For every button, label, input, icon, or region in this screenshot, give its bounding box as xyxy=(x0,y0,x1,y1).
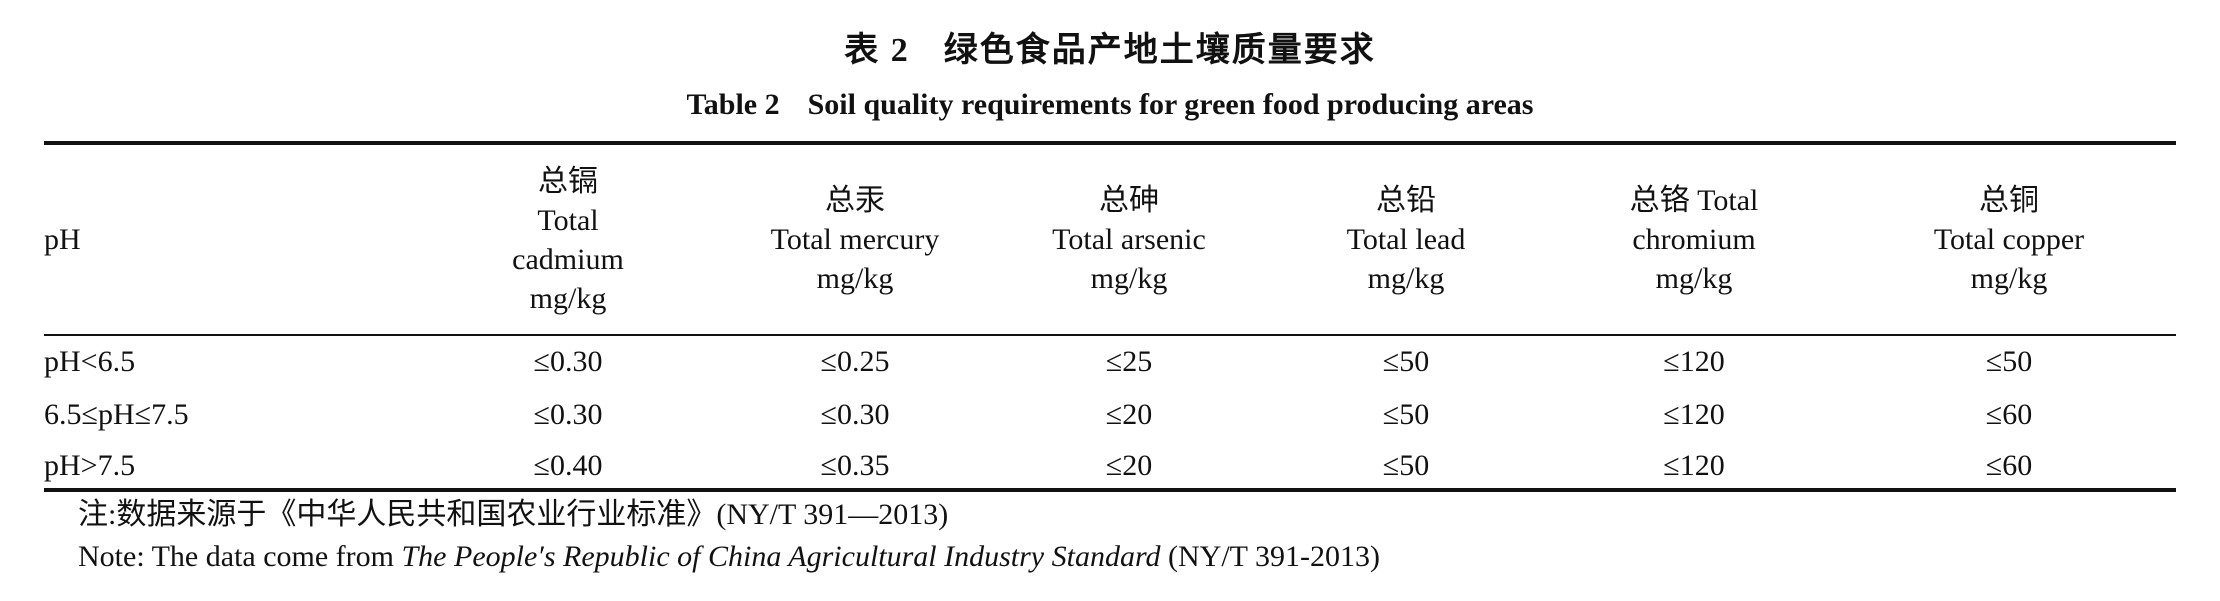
header-ph: pH xyxy=(44,222,81,256)
lead-cell: ≤50 xyxy=(1382,397,1430,431)
header-total-cadmium: 总镉 Total cadmium mg/kg xyxy=(418,145,718,334)
note-chinese: 注:数据来源于《中华人民共和国农业行业标准》(NY/T 391—2013) xyxy=(78,498,949,531)
note-english-prefix: Note: The data come from xyxy=(78,540,402,573)
arsenic-cell: ≤25 xyxy=(1105,344,1153,378)
ph-range-cell: 6.5≤pH≤7.5 xyxy=(44,397,189,431)
table-number-chinese: 表 2 xyxy=(844,32,910,69)
header-label-line: 总汞 xyxy=(825,184,885,217)
header-label-line: 总铅 xyxy=(1376,184,1436,217)
table-title-english: Table 2 Soil quality requirements for gre… xyxy=(0,88,2220,122)
header-label-line: cadmium xyxy=(512,242,624,276)
header-label-line: 总砷 xyxy=(1099,184,1159,217)
mercury-cell: ≤0.30 xyxy=(820,397,890,431)
note-english: Note: The data come from The People′s Re… xyxy=(78,536,1380,578)
note-english-suffix: (NY/T 391-2013) xyxy=(1160,540,1380,573)
table-title-chinese: 表 2 绿色食品产地土壤质量要求 xyxy=(0,22,2220,71)
lead-cell: ≤50 xyxy=(1382,448,1430,482)
header-label-line: 总铜 xyxy=(1979,184,2039,217)
header-label-line: 总铬 Total xyxy=(1629,184,1759,217)
header-total-chromium: 总铬 Total chromium mg/kg xyxy=(1546,145,1842,334)
header-label-line: Total mercury xyxy=(770,223,940,256)
table-notes: 注:数据来源于《中华人民共和国农业行业标准》(NY/T 391—2013) No… xyxy=(78,494,1380,578)
chromium-cell: ≤120 xyxy=(1663,344,1725,378)
header-label-line: Total xyxy=(537,203,599,237)
copper-cell: ≤50 xyxy=(1985,344,2033,378)
arsenic-cell: ≤20 xyxy=(1105,397,1153,431)
header-unit: mg/kg xyxy=(529,281,607,315)
header-total-lead: 总铅 Total lead mg/kg xyxy=(1266,145,1546,334)
header-label-line: 总镉 xyxy=(538,164,598,198)
cadmium-cell: ≤0.30 xyxy=(533,397,603,431)
soil-quality-table: pH 总镉 Total cadmium mg/kg 总汞 Total mercu… xyxy=(44,145,2176,491)
header-label-line: chromium xyxy=(1632,223,1756,256)
header-total-mercury: 总汞 Total mercury mg/kg xyxy=(718,145,992,334)
mercury-cell: ≤0.35 xyxy=(820,448,890,482)
header-unit: mg/kg xyxy=(816,262,894,295)
header-unit: mg/kg xyxy=(1655,262,1733,295)
table-row: pH>7.5 ≤0.40 ≤0.35 ≤20 ≤50 ≤120 ≤60 xyxy=(44,440,2176,491)
table-header-rule xyxy=(44,334,2176,336)
table-top-rule xyxy=(44,141,2176,145)
chromium-cell: ≤120 xyxy=(1663,448,1725,482)
chromium-cell: ≤120 xyxy=(1663,397,1725,431)
cadmium-cell: ≤0.40 xyxy=(533,448,603,482)
table-number-english: Table 2 xyxy=(686,88,780,121)
arsenic-cell: ≤20 xyxy=(1105,448,1153,482)
header-label-line: Total arsenic xyxy=(1052,223,1206,256)
ph-range-cell: pH>7.5 xyxy=(44,448,136,482)
header-unit: mg/kg xyxy=(1367,262,1445,295)
header-total-copper: 总铜 Total copper mg/kg xyxy=(1842,145,2176,334)
table-header-row: pH 总镉 Total cadmium mg/kg 总汞 Total mercu… xyxy=(44,145,2176,334)
header-total-arsenic: 总砷 Total arsenic mg/kg xyxy=(992,145,1266,334)
header-unit: mg/kg xyxy=(1970,262,2048,295)
table-caption-english: Soil quality requirements for green food… xyxy=(807,88,1534,121)
table-caption-chinese: 绿色食品产地土壤质量要求 xyxy=(943,32,1376,69)
header-unit: mg/kg xyxy=(1090,262,1168,295)
table-row: 6.5≤pH≤7.5 ≤0.30 ≤0.30 ≤20 ≤50 ≤120 ≤60 xyxy=(44,389,2176,440)
note-english-standard-name: The People′s Republic of China Agricultu… xyxy=(401,540,1161,573)
mercury-cell: ≤0.25 xyxy=(820,344,890,378)
table-row: pH<6.5 ≤0.30 ≤0.25 ≤25 ≤50 ≤120 ≤50 xyxy=(44,334,2176,389)
lead-cell: ≤50 xyxy=(1382,344,1430,378)
cadmium-cell: ≤0.30 xyxy=(533,344,603,378)
ph-range-cell: pH<6.5 xyxy=(44,344,136,378)
copper-cell: ≤60 xyxy=(1985,448,2033,482)
header-label-line: Total lead xyxy=(1346,223,1466,256)
table-bottom-rule xyxy=(44,488,2176,492)
header-label-line: Total copper xyxy=(1933,223,2085,256)
copper-cell: ≤60 xyxy=(1985,397,2033,431)
